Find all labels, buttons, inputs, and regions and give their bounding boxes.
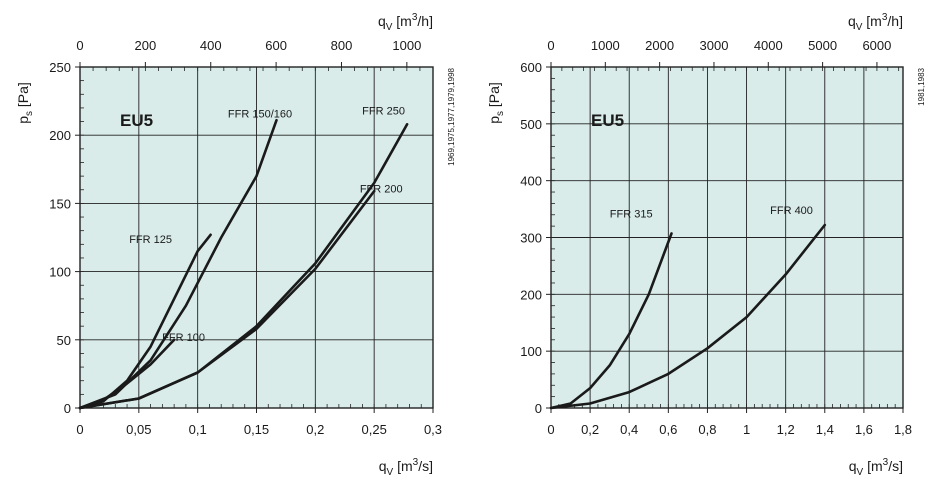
right-chart-series-line	[549, 232, 673, 410]
left-chart-y-axis-label-base: p	[15, 116, 31, 124]
left-chart-y-axis-label-sub: s	[24, 111, 35, 116]
right-chart-x2-axis-label-base: q	[848, 13, 856, 29]
right-chart-x-axis-label-sub: V	[857, 467, 864, 478]
right-chart-side-note: 1981,1983	[917, 67, 926, 105]
left-chart-x-axis-label-unit-pre: [m	[393, 458, 412, 474]
right-chart-x-axis-label-base: q	[849, 458, 857, 474]
right-chart-x2-tick-label: 3000	[700, 38, 729, 53]
right-chart-series-line	[549, 223, 827, 410]
left-chart-y-tick-label: 250	[49, 60, 71, 75]
left-chart-y-tick-label: 50	[57, 333, 71, 348]
right-chart-x2-axis-label: qV [m3/h]	[848, 12, 903, 33]
right-chart-x-tick-label: 0,8	[698, 422, 716, 437]
right-chart-x-tick-label: 1,8	[894, 422, 912, 437]
right-chart-x2-axis-label-sub: V	[856, 22, 863, 33]
left-chart-x2-axis-label-sup: 3	[412, 12, 418, 23]
right-chart-x2-tick-label: 2000	[645, 38, 674, 53]
left-chart-x-tick-label: 0,2	[306, 422, 324, 437]
left-chart-x2-axis-label-sub: V	[386, 22, 393, 33]
left-chart: 0 0,05 0,1 0,15 0,2 0,25 0,3 0 200 400 600 800 1000 0…	[15, 12, 456, 478]
left-chart-x-axis-label-unit-post: /s]	[418, 458, 433, 474]
left-chart-series-line	[78, 123, 409, 410]
left-chart-y-axis-label-unit: [Pa]	[15, 82, 31, 111]
right-chart-y-axis-label-unit: [Pa]	[486, 82, 502, 111]
right-chart-x-axis-label: qV [m3/s]	[849, 457, 903, 478]
left-chart-filter-class-label: EU5	[120, 111, 153, 130]
left-chart-x2-axis-label-unit-pre: [m	[392, 13, 411, 29]
right-chart-y-tick-label: 300	[520, 231, 542, 246]
right-chart-x2-tick-label: 1000	[591, 38, 620, 53]
right-chart-y-axis-label: ps [Pa]	[486, 82, 506, 124]
left-chart-y-tick-label: 100	[49, 265, 71, 280]
right-chart-x-tick-label: 0,4	[620, 422, 638, 437]
right-chart-y-tick-label: 200	[520, 287, 542, 302]
right-chart-y-axis-label-sub: s	[495, 111, 506, 116]
right-chart-x-tick-label: 1,2	[777, 422, 795, 437]
right-chart-x2-axis-label-unit-pre: [m	[862, 13, 881, 29]
right-chart-x2-tick-label: 4000	[754, 38, 783, 53]
right-chart-y-tick-label: 400	[520, 174, 542, 189]
right-chart-filter-class-label: EU5	[591, 111, 624, 130]
right-chart-x-tick-label: 0	[547, 422, 554, 437]
right-chart-x-axis-label-unit-post: /s]	[888, 458, 903, 474]
right-chart-x2-tick-label: 6000	[862, 38, 891, 53]
right-chart-x-tick-label: 0,6	[659, 422, 677, 437]
right-chart-x-tick-label: 1	[743, 422, 750, 437]
left-chart-x2-tick-label: 0	[76, 38, 83, 53]
left-chart-series-line	[78, 233, 212, 410]
left-chart-series-line	[78, 118, 278, 410]
left-chart-x2-tick-label: 400	[200, 38, 222, 53]
left-chart-series-label: FFR 150/160	[228, 108, 292, 120]
left-chart-x-tick-label: 0,15	[244, 422, 269, 437]
left-chart-y-tick-label: 0	[64, 401, 71, 416]
left-chart-x-tick-label: 0,3	[424, 422, 442, 437]
left-chart-series-label: FFR 125	[129, 234, 172, 246]
right-chart-x-axis-label-unit-pre: [m	[863, 458, 882, 474]
right-chart-x2-tick-label: 5000	[808, 38, 837, 53]
right-chart-y-axis-label-base: p	[486, 116, 502, 124]
right-chart-x2-axis-label-unit-post: /h]	[887, 13, 903, 29]
right-chart-y-tick-label: 0	[535, 401, 542, 416]
left-chart-x2-axis-label: qV [m3/h]	[378, 12, 433, 33]
left-chart-x2-axis-label-unit-post: /h]	[417, 13, 433, 29]
left-chart-side-note: 1969,1975,1977,1979,1998	[447, 67, 456, 165]
left-chart-x-tick-label: 0	[76, 422, 83, 437]
right-chart-y-tick-label: 100	[520, 344, 542, 359]
right-chart-y-tick-label: 600	[520, 60, 542, 75]
right-chart-x-tick-label: 1,6	[855, 422, 873, 437]
right-chart-series-label: FFR 315	[610, 209, 653, 221]
left-chart-x-tick-label: 0,05	[126, 422, 151, 437]
left-chart-x2-tick-label: 200	[135, 38, 157, 53]
right-chart-x2-tick-label: 0	[547, 38, 554, 53]
left-chart-x2-tick-label: 800	[331, 38, 353, 53]
right-chart-x-tick-label: 0,2	[581, 422, 599, 437]
left-chart-x2-tick-label: 1000	[392, 38, 421, 53]
left-chart-x-axis-label-sub: V	[387, 467, 394, 478]
left-chart-x2-tick-label: 600	[265, 38, 287, 53]
right-chart-x2-axis-label-sup: 3	[882, 12, 888, 23]
left-chart-series-line	[78, 338, 176, 410]
left-chart-x-tick-label: 0,1	[189, 422, 207, 437]
left-chart-series-label: FFR 100	[162, 332, 205, 344]
right-chart-x-axis-label-sup: 3	[883, 457, 889, 468]
right-chart-x-tick-label: 1,4	[816, 422, 834, 437]
left-chart-x-tick-label: 0,25	[362, 422, 387, 437]
left-chart-x-axis-label-sup: 3	[413, 457, 419, 468]
right-chart-series-label: FFR 400	[770, 205, 813, 217]
right-chart-y-tick-label: 500	[520, 117, 542, 132]
left-chart-x-axis-label-base: q	[379, 458, 387, 474]
right-chart: 0 0,2 0,4 0,6 0,8 1 1,2 1,4 1,6 1,80 1000 2000 3000 4…	[486, 12, 926, 478]
left-chart-x-axis-label: qV [m3/s]	[379, 457, 433, 478]
left-chart-x2-axis-label-base: q	[378, 13, 386, 29]
left-chart-y-axis-label: ps [Pa]	[15, 82, 35, 124]
left-chart-y-tick-label: 150	[49, 196, 71, 211]
left-chart-y-tick-label: 200	[49, 128, 71, 143]
left-chart-series-label: FFR 250	[362, 106, 405, 118]
